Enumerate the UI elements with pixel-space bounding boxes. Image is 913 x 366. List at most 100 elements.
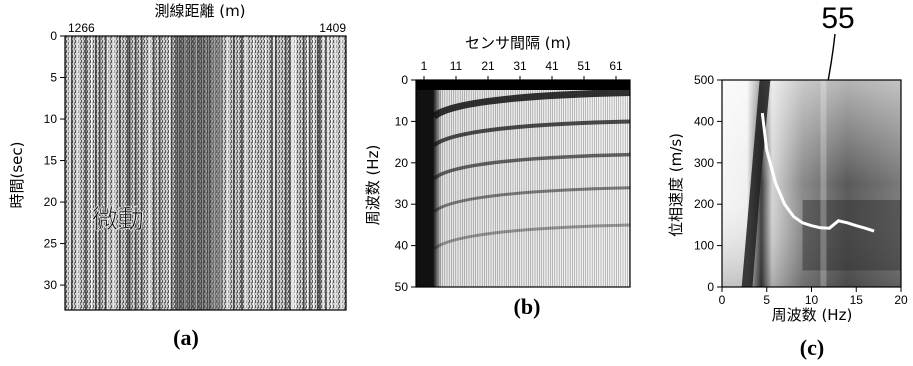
trace-column bbox=[219, 36, 221, 310]
arrival-band bbox=[432, 186, 631, 213]
x-tick-label: 61 bbox=[609, 59, 623, 73]
x-tick-label: 51 bbox=[577, 59, 591, 73]
x-tick-label: 21 bbox=[481, 59, 495, 73]
annotation-label: 55 bbox=[821, 2, 854, 35]
trace-column bbox=[327, 36, 329, 310]
trace-column bbox=[331, 36, 333, 310]
trace-column bbox=[95, 36, 97, 310]
trace-column bbox=[221, 36, 223, 310]
x-tick-label: 31 bbox=[513, 59, 527, 73]
trace-column bbox=[205, 36, 207, 310]
panel-b-arrival-bands bbox=[416, 80, 631, 251]
trace-column bbox=[153, 36, 155, 310]
panel-a-trace-columns bbox=[69, 36, 343, 310]
y-tick-label: 400 bbox=[694, 114, 714, 128]
x-tick-label: 41 bbox=[545, 59, 559, 73]
trace-column bbox=[189, 36, 191, 310]
trace-column bbox=[227, 36, 229, 310]
trace-column bbox=[307, 36, 309, 310]
panel-a-left-top-label: 1266 bbox=[68, 21, 95, 35]
trace-column bbox=[325, 36, 327, 310]
y-tick-label: 30 bbox=[44, 278, 58, 292]
trace-column bbox=[265, 36, 267, 310]
trace-column bbox=[183, 36, 185, 310]
trace-column bbox=[341, 36, 343, 310]
trace-column bbox=[77, 36, 79, 310]
trace-column bbox=[289, 36, 291, 310]
y-tick-label: 5 bbox=[50, 71, 57, 85]
trace-column bbox=[291, 36, 293, 310]
panel-a-caption: (a) bbox=[173, 325, 199, 350]
x-tick-label: 0 bbox=[719, 293, 726, 307]
trace-column bbox=[185, 36, 187, 310]
x-tick-label: 10 bbox=[805, 293, 819, 307]
trace-column bbox=[317, 36, 319, 310]
y-tick-label: 100 bbox=[694, 239, 714, 253]
trace-column bbox=[273, 36, 275, 310]
y-tick-label: 10 bbox=[395, 114, 409, 128]
panel-c-xlabel: 周波数 (Hz) bbox=[772, 306, 853, 324]
trace-column bbox=[141, 36, 143, 310]
trace-column bbox=[199, 36, 201, 310]
panel-b-frame bbox=[415, 79, 631, 288]
y-tick-label: 30 bbox=[395, 197, 409, 211]
y-tick-label: 15 bbox=[44, 154, 58, 168]
arrival-band bbox=[432, 152, 631, 181]
y-tick-label: 0 bbox=[50, 29, 57, 43]
panel-b-x-axis: 1 11 21 31 41 51 61 bbox=[421, 59, 623, 80]
trace-column bbox=[187, 36, 189, 310]
trace-column bbox=[105, 36, 107, 310]
trace-column bbox=[85, 36, 87, 310]
trace-column bbox=[71, 36, 73, 310]
top-dark-band bbox=[416, 80, 630, 90]
trace-column bbox=[171, 36, 173, 310]
y-tick-label: 20 bbox=[395, 156, 409, 170]
trace-column bbox=[99, 36, 101, 310]
trace-column bbox=[295, 36, 297, 310]
trace-column bbox=[177, 36, 179, 310]
dispersion-curve bbox=[760, 112, 875, 233]
trace-column bbox=[195, 36, 197, 310]
arrival-band bbox=[432, 119, 631, 148]
trace-column bbox=[107, 36, 109, 310]
x-tick-label: 11 bbox=[450, 59, 463, 73]
y-tick-label: 300 bbox=[694, 156, 714, 170]
y-tick-label: 0 bbox=[707, 280, 714, 294]
y-tick-label: 25 bbox=[44, 237, 58, 251]
trace-column bbox=[135, 36, 137, 310]
y-tick-label: 10 bbox=[44, 112, 58, 126]
x-tick-label: 15 bbox=[850, 293, 864, 307]
panel-b-y-axis: 0 10 20 30 40 50 bbox=[395, 73, 416, 294]
panel-b-ylabel: 周波数 (Hz) bbox=[364, 145, 382, 226]
panel-b-title: センサ間隔 (m) bbox=[465, 34, 571, 52]
y-tick-label: 20 bbox=[44, 195, 58, 209]
trace-column bbox=[313, 36, 315, 310]
trace-column bbox=[285, 36, 287, 310]
panel-c-x-axis: 0 5 10 15 20 bbox=[719, 287, 908, 307]
trace-column bbox=[127, 36, 129, 310]
panel-c-caption: (c) bbox=[800, 335, 824, 360]
trace-column bbox=[179, 36, 181, 310]
y-tick-label: 40 bbox=[395, 239, 409, 253]
trace-column bbox=[201, 36, 203, 310]
trace-column bbox=[193, 36, 195, 310]
x-tick-label: 20 bbox=[894, 293, 908, 307]
panel-b-caption: (b) bbox=[514, 294, 541, 319]
panel-b-trace-lines bbox=[435, 86, 630, 287]
light-streak bbox=[820, 80, 827, 287]
trace-column bbox=[213, 36, 215, 310]
trace-column bbox=[91, 36, 93, 310]
panel-c-ylabel: 位相速度 (m/s) bbox=[667, 133, 685, 237]
panel-a-inner-label: 微動 bbox=[92, 205, 144, 235]
arrival-band bbox=[432, 223, 631, 251]
panel-a-frame bbox=[64, 35, 347, 311]
trace-column bbox=[217, 36, 219, 310]
trace-column bbox=[323, 36, 325, 310]
trace-column bbox=[241, 36, 243, 310]
trace-column bbox=[303, 36, 305, 310]
trace-column bbox=[119, 36, 121, 310]
trace-column bbox=[233, 36, 235, 310]
